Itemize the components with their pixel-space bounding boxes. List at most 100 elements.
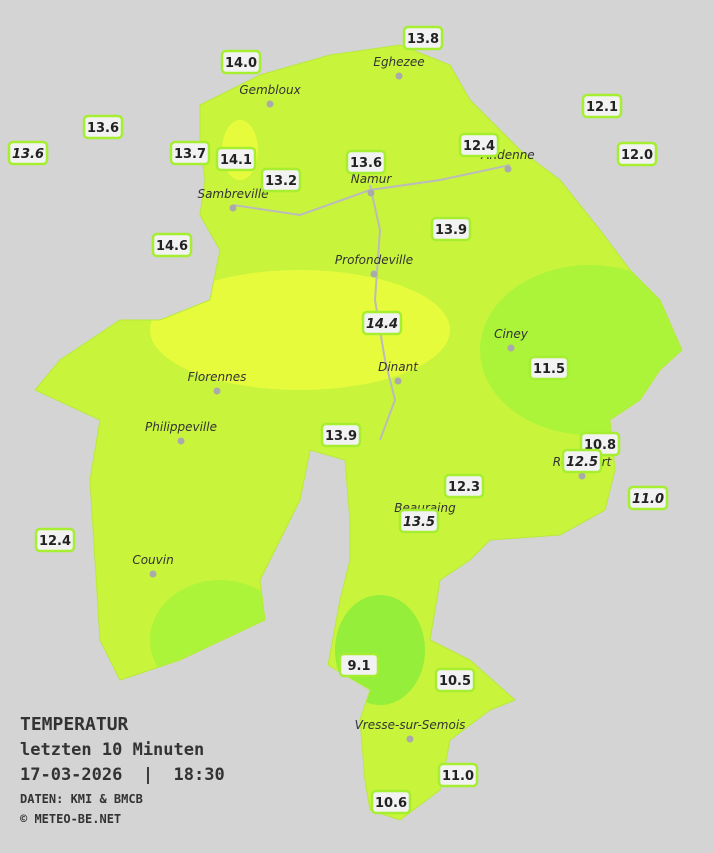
station: 10.5 — [434, 667, 476, 693]
city-dot — [394, 377, 402, 385]
station: 13.6 — [7, 140, 49, 166]
station-box — [338, 652, 380, 678]
city-label: Profondeville — [335, 253, 413, 267]
station: 11.0 — [627, 485, 669, 511]
legend-time: 17-03-2026 | 18:30 — [20, 765, 225, 785]
zone — [150, 580, 290, 700]
station-box — [437, 762, 479, 788]
city-dot — [149, 570, 157, 578]
station-box — [434, 667, 476, 693]
city-dot — [578, 472, 586, 480]
station-value: 11.5 — [533, 362, 565, 377]
station-value: 10.5 — [439, 674, 471, 689]
station: 13.6 — [82, 114, 124, 140]
station-box — [169, 140, 211, 166]
station-value: 12.5 — [566, 455, 598, 470]
station: 12.1 — [581, 93, 623, 119]
city-dot — [395, 72, 403, 80]
station-value: 13.2 — [265, 174, 297, 189]
station-box — [345, 149, 387, 175]
station: 14.1 — [215, 146, 257, 172]
city-dot — [406, 735, 414, 743]
station: 12.3 — [443, 473, 485, 499]
station-value: 12.0 — [621, 148, 653, 163]
station: 13.7 — [169, 140, 211, 166]
station-value: 13.8 — [407, 32, 439, 47]
city-label: Dinant — [378, 360, 419, 374]
city-dot — [229, 204, 237, 212]
station-box — [430, 216, 472, 242]
station-value: 12.4 — [39, 534, 71, 549]
city-dot — [177, 437, 185, 445]
station-box — [361, 310, 403, 336]
city-dot — [367, 189, 375, 197]
city-label: Philippeville — [145, 420, 217, 434]
city-label: Ciney — [494, 327, 529, 341]
city-label: Vresse-sur-Semois — [355, 718, 466, 732]
station: 13.6 — [345, 149, 387, 175]
station-value: 10.6 — [375, 796, 407, 811]
station-box — [528, 355, 570, 381]
station-box — [458, 132, 500, 158]
station-value: 13.6 — [350, 156, 382, 171]
station-box — [220, 49, 262, 75]
station-box — [320, 422, 362, 448]
station: 11.0 — [437, 762, 479, 788]
legend-title: TEMPERATUR — [20, 714, 129, 735]
station-value: 11.0 — [442, 769, 474, 784]
station: 14.6 — [151, 232, 193, 258]
station: 12.0 — [616, 141, 658, 167]
zone — [335, 595, 425, 705]
station-box — [581, 93, 623, 119]
station: 14.4 — [361, 310, 403, 336]
station-value: 14.6 — [156, 239, 188, 254]
station: 14.0 — [220, 49, 262, 75]
legend: TEMPERATUR letzten 10 Minuten 17-03-2026… — [20, 714, 225, 826]
station-value: 12.3 — [448, 480, 480, 495]
station-value: 13.9 — [435, 223, 467, 238]
city-label: Florennes — [188, 370, 247, 384]
city-dot — [370, 270, 378, 278]
station: 10.6 — [370, 789, 412, 815]
city-label: Eghezee — [373, 55, 424, 69]
station: 13.9 — [320, 422, 362, 448]
station-box — [7, 140, 49, 166]
city-dot — [213, 387, 221, 395]
station-value: 14.4 — [366, 317, 398, 332]
station-box — [215, 146, 257, 172]
station: 11.5 — [528, 355, 570, 381]
station-value: 11.0 — [632, 492, 664, 507]
station-box — [616, 141, 658, 167]
station-box — [627, 485, 669, 511]
station-value: 13.7 — [174, 147, 206, 162]
station-value: 13.9 — [325, 429, 357, 444]
station: 13.8 — [402, 25, 444, 51]
station-value: 13.5 — [403, 515, 435, 530]
station-box — [370, 789, 412, 815]
station: 9.1 — [338, 652, 380, 678]
city-dot — [507, 344, 515, 352]
station: 12.4 — [34, 527, 76, 553]
station-box — [34, 527, 76, 553]
station-box — [82, 114, 124, 140]
station-value: 13.6 — [87, 121, 119, 136]
city-dot — [504, 165, 512, 173]
station-value: 14.0 — [225, 56, 257, 71]
station-box — [561, 448, 603, 474]
station: 12.4 — [458, 132, 500, 158]
station-box — [398, 508, 440, 534]
legend-copyright: © METEO-BE.NET — [20, 812, 121, 826]
station-box — [443, 473, 485, 499]
station-value: 13.6 — [12, 147, 44, 162]
station-value: 9.1 — [347, 659, 370, 674]
station: 12.5 — [561, 448, 603, 474]
city-dot — [266, 100, 274, 108]
legend-source: DATEN: KMI & BMCB — [20, 792, 143, 806]
station-box — [151, 232, 193, 258]
city-label: Sambreville — [197, 187, 268, 201]
station: 13.9 — [430, 216, 472, 242]
city-label: Namur — [351, 172, 393, 186]
station-value: 12.4 — [463, 139, 495, 154]
station-value: 14.1 — [220, 153, 252, 168]
